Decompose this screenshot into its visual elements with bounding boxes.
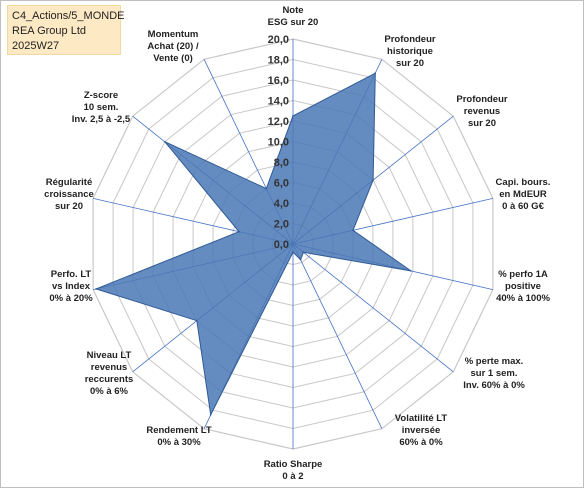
title-box: C4_Actions/5_MONDE REA Group Ltd 2025W27 <box>7 5 125 55</box>
axis-spoke <box>292 243 383 429</box>
axis-label: Note ESG sur 20 <box>268 5 319 28</box>
axis-label: Volatilité LT inversée 60% à 0% <box>395 413 448 448</box>
axis-label: Profondeur revenus sur 20 <box>456 94 507 129</box>
tick-label: 12,0 <box>268 116 289 128</box>
series-point <box>238 230 240 233</box>
title-line-folder: C4_Actions/5_MONDE <box>12 10 125 22</box>
series-point <box>410 270 412 272</box>
axis-label: Momentum Achat (20) / Vente (0) <box>147 29 199 64</box>
axis-label: Ratio Sharpe 0 à 2 <box>264 459 323 482</box>
axis-label: % perfo 1A positive 40% à 100% <box>496 269 550 304</box>
axis-label: Profondeur historique sur 20 <box>384 34 435 69</box>
tick-label: 18,0 <box>268 55 289 67</box>
axis-label: Perfo. LT vs Index 0% à 20% <box>49 269 93 304</box>
tick-label: 16,0 <box>268 75 289 87</box>
title-line-company: REA Group Ltd <box>12 25 86 37</box>
series-point <box>372 179 374 181</box>
axis-label: Niveau LT revenus reccurents 0% à 6% <box>85 350 134 397</box>
series-point <box>352 229 354 232</box>
tick-label: 4,0 <box>274 198 289 210</box>
axis-label: Z-score 10 sem. Inv. 2,5 à -2,5 <box>72 90 131 125</box>
series-point <box>374 72 377 74</box>
series-point <box>95 288 97 290</box>
series-point <box>164 140 166 143</box>
series-point <box>292 251 294 253</box>
tick-label: 14,0 <box>268 96 289 108</box>
axis-label: Rendement LT 0% à 30% <box>146 425 211 448</box>
radar-axis-labels: Note ESG sur 20 Profondeur historique sur 20… <box>44 5 550 482</box>
title-line-week: 2025W27 <box>12 40 60 52</box>
tick-label: 0,0 <box>274 239 289 251</box>
series-point <box>292 115 294 117</box>
series-point <box>196 319 198 322</box>
series-point <box>265 187 268 190</box>
radar-series <box>94 72 412 417</box>
series-point <box>299 258 302 261</box>
tick-label: 2,0 <box>274 219 289 231</box>
tick-label: 20,0 <box>268 34 289 46</box>
series-point <box>302 251 305 254</box>
axis-spoke <box>292 243 454 373</box>
series-point <box>209 414 212 416</box>
axis-label: % perte max. sur 1 sem. Inv. 60% à 0% <box>463 356 525 391</box>
tick-label: 6,0 <box>274 178 289 190</box>
axis-label: Capi. bours. en MdEUR 0 à 60 G€ <box>496 177 551 212</box>
radar-tick-labels: 0,0 2,0 4,0 6,0 8,0 10,0 12,0 14,0 16,0 18,0 20,0 <box>268 34 289 251</box>
axis-label: Régularité croissance sur 20 <box>44 177 94 212</box>
tick-label: 8,0 <box>274 157 289 169</box>
tick-label: 10,0 <box>268 137 289 149</box>
